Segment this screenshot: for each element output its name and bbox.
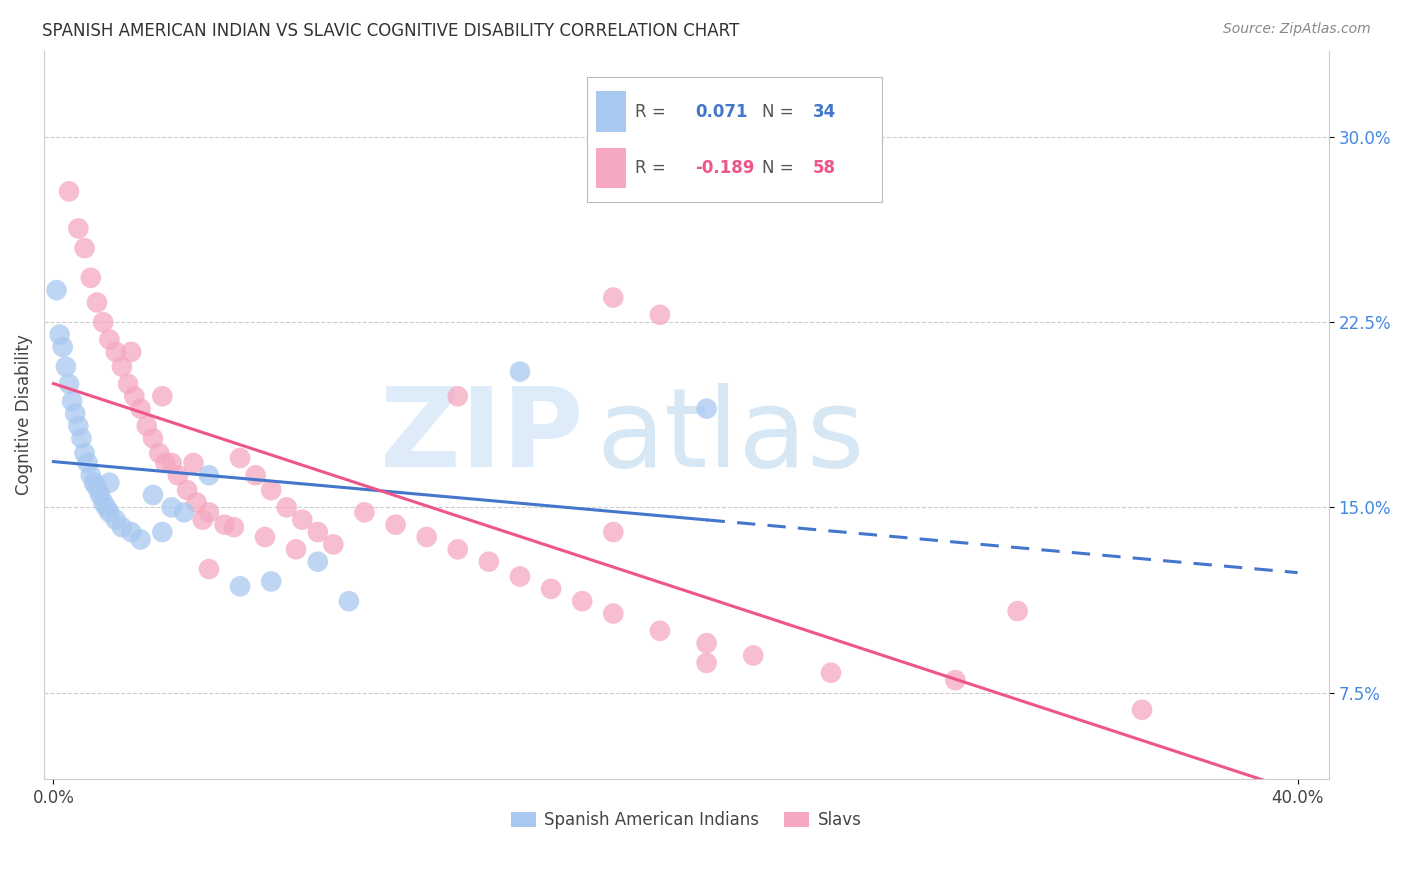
Point — [478, 555, 501, 569]
Y-axis label: Cognitive Disability: Cognitive Disability — [15, 334, 32, 495]
Point — [80, 270, 103, 285]
Point — [945, 673, 967, 688]
Point — [1007, 604, 1029, 618]
Point — [58, 376, 80, 391]
Point — [67, 418, 90, 433]
Point — [696, 656, 718, 670]
Point — [176, 483, 198, 497]
Point — [648, 308, 671, 322]
Point — [104, 344, 127, 359]
Point — [111, 520, 134, 534]
Point — [183, 456, 205, 470]
Point — [73, 446, 96, 460]
Point — [1130, 703, 1153, 717]
Point — [742, 648, 765, 663]
Point — [285, 542, 308, 557]
Point — [98, 333, 121, 347]
Point — [104, 513, 127, 527]
Point — [48, 327, 70, 342]
Point — [384, 517, 406, 532]
Point — [571, 594, 593, 608]
Point — [447, 389, 470, 403]
Point — [86, 481, 108, 495]
Point — [150, 524, 173, 539]
Text: ZIP: ZIP — [380, 384, 583, 490]
Point — [160, 456, 183, 470]
Point — [142, 488, 165, 502]
Point — [307, 555, 329, 569]
Point — [142, 431, 165, 445]
Point — [602, 291, 624, 305]
Point — [111, 359, 134, 374]
Point — [229, 450, 252, 465]
Text: SPANISH AMERICAN INDIAN VS SLAVIC COGNITIVE DISABILITY CORRELATION CHART: SPANISH AMERICAN INDIAN VS SLAVIC COGNIT… — [42, 22, 740, 40]
Point — [447, 542, 470, 557]
Point — [98, 475, 121, 490]
Point — [245, 468, 267, 483]
Point — [55, 359, 77, 374]
Point — [696, 636, 718, 650]
Text: Source: ZipAtlas.com: Source: ZipAtlas.com — [1223, 22, 1371, 37]
Point — [67, 221, 90, 235]
Point — [337, 594, 360, 608]
Point — [96, 500, 118, 515]
Point — [229, 579, 252, 593]
Point — [70, 431, 93, 445]
Point — [91, 315, 114, 329]
Point — [83, 475, 105, 490]
Point — [120, 524, 142, 539]
Point — [63, 407, 86, 421]
Point — [98, 505, 121, 519]
Point — [648, 624, 671, 638]
Text: atlas: atlas — [596, 384, 865, 490]
Point — [76, 456, 98, 470]
Point — [198, 562, 221, 576]
Point — [222, 520, 245, 534]
Point — [260, 574, 283, 589]
Point — [73, 241, 96, 255]
Point — [186, 495, 208, 509]
Point — [322, 537, 344, 551]
Point — [276, 500, 298, 515]
Point — [820, 665, 842, 680]
Point — [52, 340, 75, 354]
Point — [60, 394, 83, 409]
Legend: Spanish American Indians, Slavs: Spanish American Indians, Slavs — [505, 805, 869, 836]
Point — [80, 468, 103, 483]
Point — [214, 517, 236, 532]
Point — [89, 488, 111, 502]
Point — [86, 295, 108, 310]
Point — [150, 389, 173, 403]
Point — [291, 513, 314, 527]
Point — [415, 530, 437, 544]
Point — [120, 344, 142, 359]
Point — [58, 185, 80, 199]
Point — [166, 468, 188, 483]
Point — [129, 401, 152, 416]
Point — [540, 582, 562, 596]
Point — [117, 376, 139, 391]
Point — [509, 569, 531, 583]
Point — [602, 607, 624, 621]
Point — [160, 500, 183, 515]
Point — [148, 446, 170, 460]
Point — [155, 456, 177, 470]
Point — [602, 524, 624, 539]
Point — [135, 418, 157, 433]
Point — [191, 513, 214, 527]
Point — [260, 483, 283, 497]
Point — [353, 505, 375, 519]
Point — [91, 495, 114, 509]
Point — [124, 389, 146, 403]
Point — [509, 365, 531, 379]
Point — [696, 401, 718, 416]
Point — [45, 283, 67, 297]
Point — [173, 505, 195, 519]
Point — [129, 533, 152, 547]
Point — [198, 505, 221, 519]
Point — [198, 468, 221, 483]
Point — [307, 524, 329, 539]
Point — [253, 530, 276, 544]
